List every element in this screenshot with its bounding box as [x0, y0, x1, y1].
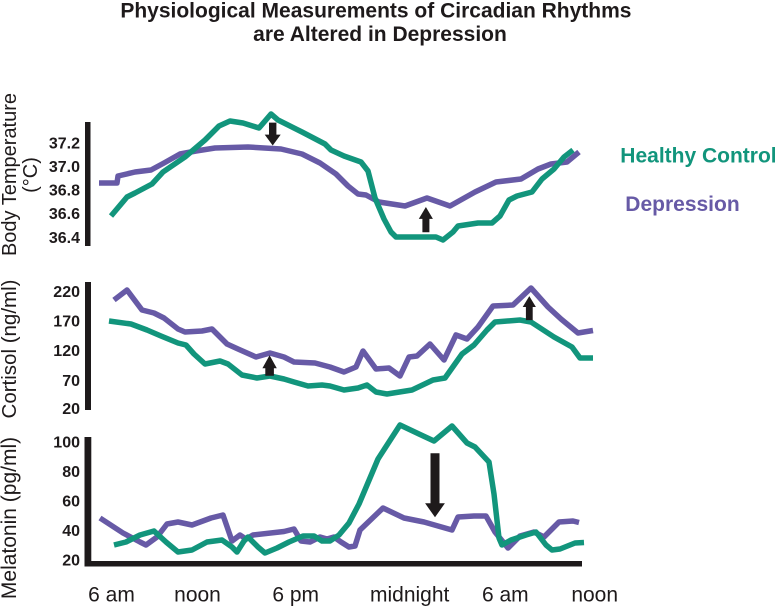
svg-text:37.0: 37.0 — [49, 159, 80, 176]
svg-text:220: 220 — [53, 284, 80, 301]
svg-text:36.8: 36.8 — [49, 183, 80, 200]
svg-text:36.6: 36.6 — [49, 206, 80, 223]
svg-text:midnight: midnight — [370, 584, 450, 607]
svg-text:(°C): (°C) — [20, 157, 42, 193]
svg-text:Melatonin (pg/ml): Melatonin (pg/ml) — [0, 437, 21, 599]
svg-text:36.4: 36.4 — [49, 230, 80, 247]
svg-text:Depression: Depression — [625, 193, 739, 216]
svg-text:37.2: 37.2 — [49, 135, 80, 152]
svg-text:120: 120 — [53, 343, 80, 360]
svg-text:Body Temperature: Body Temperature — [0, 93, 21, 256]
svg-text:40: 40 — [62, 523, 80, 540]
svg-text:170: 170 — [53, 313, 80, 330]
svg-text:80: 80 — [62, 464, 80, 481]
svg-text:100: 100 — [53, 434, 80, 451]
svg-text:noon: noon — [571, 584, 618, 607]
svg-text:Healthy Control: Healthy Control — [620, 145, 775, 168]
svg-text:6 pm: 6 pm — [272, 584, 319, 607]
svg-text:60: 60 — [62, 493, 80, 510]
svg-text:noon: noon — [174, 584, 221, 607]
svg-text:70: 70 — [62, 373, 80, 390]
svg-text:6 am: 6 am — [482, 584, 529, 607]
svg-text:are Altered in Depression: are Altered in Depression — [253, 23, 507, 46]
svg-text:20: 20 — [62, 553, 80, 570]
svg-text:20: 20 — [62, 401, 80, 418]
svg-text:Physiological Measurements of: Physiological Measurements of Circadian … — [120, 0, 631, 22]
svg-text:Cortisol (ng/ml): Cortisol (ng/ml) — [0, 280, 21, 419]
svg-text:6 am: 6 am — [88, 584, 135, 607]
